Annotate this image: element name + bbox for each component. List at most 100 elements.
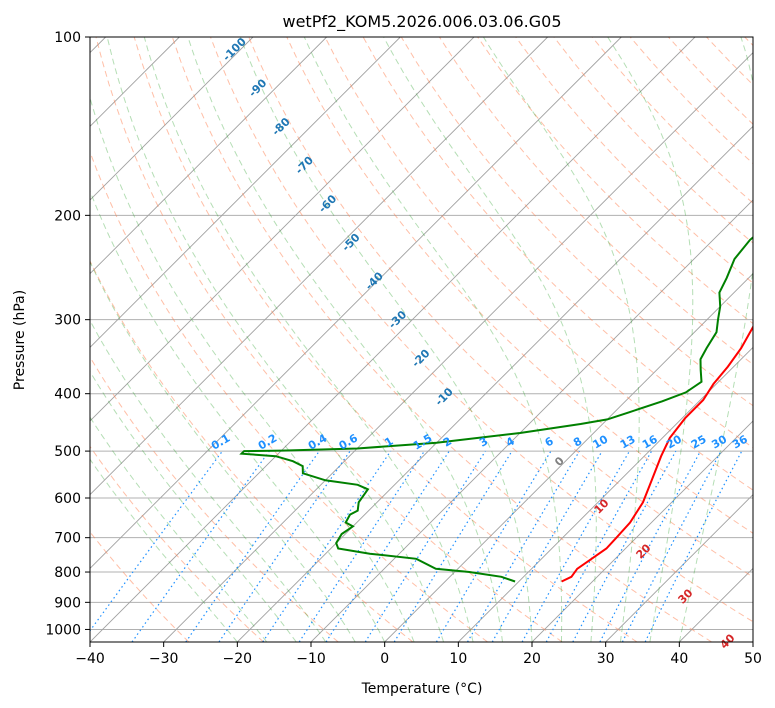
isotherm-label: 20	[634, 541, 654, 561]
mixing-ratio-label: 8	[571, 435, 584, 450]
mixing-ratio-label: 6	[543, 434, 556, 449]
dry-adiabat	[133, 37, 638, 642]
moist-adiabat	[239, 37, 533, 642]
dry-adiabat	[90, 259, 414, 642]
isotherm-line	[90, 37, 254, 201]
isotherm-line	[90, 37, 401, 348]
temperature-profile	[561, 324, 753, 583]
dry-adiabat	[248, 37, 753, 578]
isotherm-label: -40	[363, 269, 386, 292]
dry-adiabat	[438, 37, 753, 366]
isotherm-label: -70	[293, 153, 316, 176]
dry-adiabat	[210, 37, 753, 623]
dry-adiabat	[90, 531, 190, 642]
mixing-ratio-line	[185, 450, 320, 642]
mixing-ratio-line	[325, 450, 450, 642]
isotherm-line	[163, 52, 753, 642]
moist-adiabat	[90, 370, 297, 642]
y-tick-label: 200	[54, 208, 81, 224]
mixing-ratio-line	[435, 450, 552, 642]
isotherm-label: 40	[718, 631, 738, 651]
y-tick-label: 700	[54, 531, 81, 547]
mixing-ratio-line	[545, 450, 653, 642]
dry-adiabat	[668, 37, 753, 125]
isotherm-line	[458, 346, 753, 642]
mixing-ratio-line	[644, 450, 743, 642]
y-tick-label: 400	[54, 387, 81, 403]
dry-adiabat	[591, 37, 753, 204]
isotherm-label: 30	[676, 586, 696, 606]
y-tick-label: 300	[54, 313, 81, 329]
mixing-ratio-line	[572, 450, 677, 642]
mixing-ratio-line	[521, 450, 631, 642]
moist-adiabat	[303, 37, 563, 642]
mixing-ratio-line	[364, 450, 486, 642]
dry-adiabat	[324, 37, 753, 491]
moist-adiabat	[607, 37, 694, 642]
dewpoint-profile	[239, 236, 753, 583]
moist-adiabat	[187, 37, 503, 642]
isotherm-line	[605, 494, 753, 642]
x-tick-label: 10	[449, 651, 467, 667]
isotherm-line	[90, 37, 475, 422]
mixing-ratio-line	[262, 450, 392, 642]
dry-adiabat	[515, 37, 753, 284]
isotherm-line	[90, 37, 327, 275]
dry-adiabat	[553, 37, 753, 244]
moist-adiabat	[482, 37, 640, 642]
dry-adiabat	[95, 37, 563, 642]
moist-adiabat	[90, 260, 356, 642]
x-tick-label: −40	[75, 651, 105, 667]
isotherm-label: -90	[246, 76, 269, 99]
x-tick-label: −20	[223, 651, 253, 667]
moist-adiabat	[678, 37, 753, 642]
dry-adiabat	[744, 37, 753, 47]
plot-frame	[89, 36, 754, 643]
mixing-ratio-line	[466, 450, 580, 642]
background-lines	[90, 37, 753, 642]
series-lines	[239, 236, 753, 583]
isotherm-label: -20	[409, 346, 432, 369]
dry-adiabat	[171, 37, 712, 642]
mixing-ratio-line	[131, 450, 270, 642]
moist-adiabat	[90, 319, 327, 642]
mixing-ratio-line	[599, 450, 702, 642]
x-tick-label: −10	[296, 651, 326, 667]
x-axis-label: Temperature (°C)	[361, 681, 483, 697]
moist-adiabat	[90, 189, 386, 642]
isotherm-line	[531, 420, 753, 642]
mixing-ratio-label: 25	[689, 433, 709, 452]
y-tick-label: 500	[54, 444, 81, 460]
isotherm-line	[752, 641, 753, 642]
isotherm-label: -60	[316, 192, 339, 215]
y-tick-label: 1000	[45, 622, 81, 638]
x-tick-label: 50	[744, 651, 762, 667]
mixing-ratio-label: 30	[709, 432, 729, 451]
x-axis-ticks: −40 −30 −20 −10 0 10 20 30 40 50	[75, 642, 762, 667]
mixing-ratio-line	[218, 450, 351, 642]
x-tick-label: 40	[670, 651, 688, 667]
isotherm-label: -10	[433, 385, 456, 408]
isotherm-label: -50	[339, 231, 362, 254]
moist-adiabat	[90, 458, 238, 642]
chart-title: wetPf2_KOM5.2026.006.03.06.G05	[282, 12, 561, 32]
dry-adiabat	[706, 37, 753, 86]
isotherm-label: -80	[270, 115, 293, 138]
mixing-ratio-line	[393, 450, 513, 642]
mixing-ratio-label: 13	[618, 433, 638, 452]
isotherm-line	[384, 273, 753, 642]
inline-labels: 0.1 0.2 0.4 0.6 1 1.5 2 3 4 6 8 10 13 16 20 25 30 36-100-…	[209, 35, 750, 652]
y-tick-label: 900	[54, 595, 81, 611]
isotherm-line	[679, 567, 753, 642]
dry-adiabat	[90, 445, 264, 642]
isotherm-label: -30	[386, 308, 409, 331]
moist-adiabat	[143, 37, 474, 642]
isotherm-line	[90, 37, 696, 642]
y-axis-label: Pressure (hPa)	[12, 290, 28, 390]
y-tick-label: 600	[54, 491, 81, 507]
mixing-ratio-line	[90, 450, 223, 632]
mixing-ratio-label: 16	[640, 432, 660, 451]
isotherm-line	[90, 37, 622, 569]
mixing-ratio-label: 36	[730, 432, 750, 451]
